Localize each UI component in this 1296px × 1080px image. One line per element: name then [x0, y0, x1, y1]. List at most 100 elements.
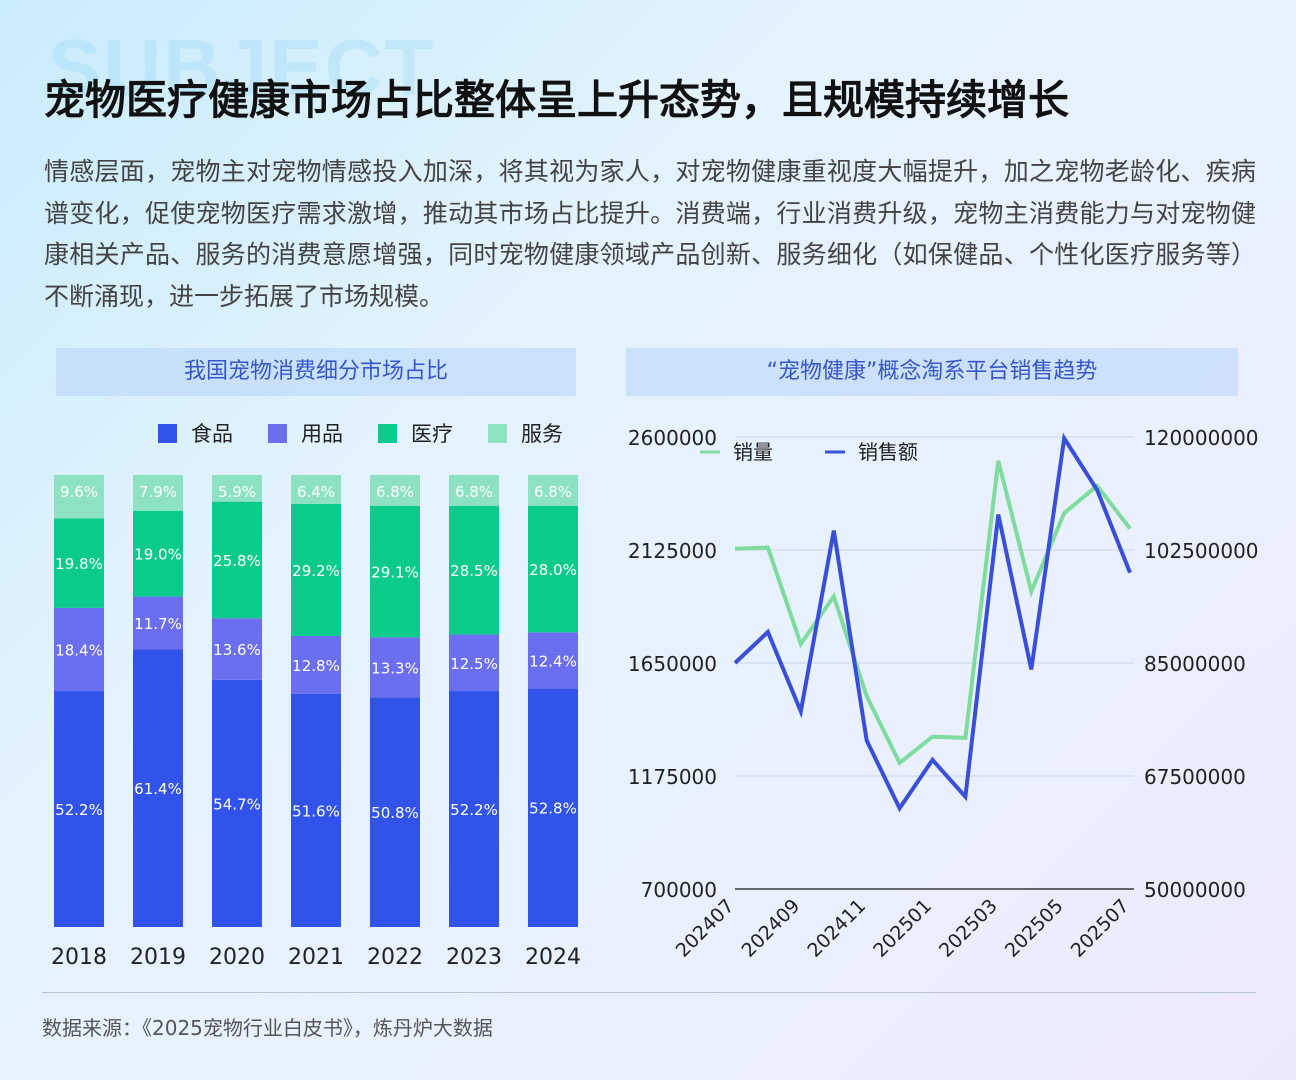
legend-label-medical: 医疗	[411, 422, 453, 446]
legend-item-supplies: 用品	[268, 420, 343, 448]
bar-segment-service-2022	[370, 475, 420, 506]
background-watermark: SUBJECT	[48, 23, 436, 112]
bar-label-service-2021: 6.4%	[297, 483, 335, 501]
bar-label-medical-2021: 29.2%	[292, 562, 340, 580]
legend-label-food: 食品	[191, 422, 233, 446]
bar-label-supplies-2024: 12.4%	[529, 652, 577, 670]
bar-segment-food-2024	[528, 688, 578, 927]
bar-label-service-2022: 6.8%	[376, 483, 414, 501]
legend-item-food: 食品	[158, 420, 233, 448]
bar-segment-food-2018	[54, 691, 104, 927]
bar-segment-supplies-2024	[528, 632, 578, 689]
bar-segment-supplies-2019	[133, 596, 183, 650]
page-title: 宠物医疗健康市场占比整体呈上升态势，且规模持续增长	[44, 76, 1069, 124]
bar-segment-medical-2020	[212, 501, 262, 619]
legend-label-sales-volume: 销量	[733, 440, 773, 464]
legend-swatch-supplies	[268, 424, 287, 443]
x-tick-label-2018: 2018	[51, 945, 107, 970]
bar-label-medical-2019: 19.0%	[134, 546, 182, 564]
y-left-tick-2600000: 2600000	[628, 426, 717, 450]
x-tick-label-2020: 2020	[209, 945, 265, 970]
y-left-tick-2125000: 2125000	[628, 539, 717, 563]
bar-label-food-2021: 51.6%	[292, 802, 340, 820]
legend-label-service: 服务	[521, 422, 563, 446]
x-tick-label-202505: 202505	[1001, 895, 1068, 962]
bar-segment-service-2023	[449, 475, 499, 506]
x-tick-label-202507: 202507	[1067, 895, 1134, 962]
legend-swatch-medical	[378, 424, 397, 443]
bar-segment-food-2020	[212, 679, 262, 927]
intro-paragraph: 情感层面，宠物主对宠物情感投入加深，将其视为家人，对宠物健康重视度大幅提升，加之…	[44, 157, 1256, 311]
stacked-bar-chart: 52.2% 18.4% 19.8% 9.6% 2018 61.4% 11.7% 19.0% 7.…	[51, 475, 581, 970]
y-right-tick-85000000: 85000000	[1144, 652, 1246, 676]
bar-label-food-2018: 52.2%	[55, 801, 103, 819]
bar-label-supplies-2022: 13.3%	[371, 659, 419, 677]
y-right-tick-120000000: 120000000	[1144, 426, 1259, 450]
bar-segment-food-2021	[291, 693, 341, 927]
x-tick-label-2023: 2023	[446, 945, 502, 970]
bar-segment-supplies-2022	[370, 637, 420, 698]
x-tick-label-202409: 202409	[738, 895, 805, 962]
x-tick-label-202501: 202501	[869, 895, 936, 962]
bar-label-service-2023: 6.8%	[455, 483, 493, 501]
series-line-sales-volume	[734, 460, 1132, 767]
legend-label-sales-amount: 销售额	[858, 440, 918, 464]
x-tick-label-2021: 2021	[288, 945, 344, 970]
bar-segment-service-2024	[528, 475, 578, 506]
bar-segment-food-2023	[449, 691, 499, 927]
y-left-tick-1175000: 1175000	[628, 765, 717, 789]
bar-label-food-2020: 54.7%	[213, 795, 261, 813]
y-left-tick-700000: 700000	[641, 878, 717, 902]
series-line-sales-amount	[733, 432, 1132, 813]
bar-segment-supplies-2020	[212, 618, 262, 680]
bar-segment-medical-2022	[370, 505, 420, 638]
bar-label-service-2024: 6.8%	[534, 483, 572, 501]
bar-label-service-2020: 5.9%	[218, 483, 256, 501]
bar-label-medical-2023: 28.5%	[450, 562, 498, 580]
x-tick-label-2024: 2024	[525, 945, 581, 970]
x-tick-label-2019: 2019	[130, 945, 186, 970]
bar-label-supplies-2019: 11.7%	[134, 615, 182, 633]
bar-label-supplies-2018: 18.4%	[55, 641, 103, 659]
bar-label-supplies-2023: 12.5%	[450, 655, 498, 673]
x-tick-label-202411: 202411	[803, 895, 870, 962]
bar-segment-service-2021	[291, 475, 341, 504]
bar-label-supplies-2021: 12.8%	[292, 657, 340, 675]
bar-segment-service-2018	[54, 475, 104, 519]
y-right-tick-102500000: 102500000	[1144, 539, 1259, 563]
bar-label-service-2018: 9.6%	[60, 483, 98, 501]
bar-segment-medical-2021	[291, 503, 341, 636]
legend-label-supplies: 用品	[301, 422, 343, 446]
bar-segment-supplies-2023	[449, 634, 499, 692]
x-tick-label-202503: 202503	[935, 895, 1002, 962]
bar-segment-medical-2023	[449, 505, 499, 635]
line-chart-title: “宠物健康”概念淘系平台销售趋势	[626, 348, 1238, 396]
bar-segment-food-2022	[370, 697, 420, 927]
bar-label-food-2023: 52.2%	[450, 801, 498, 819]
bar-label-medical-2022: 29.1%	[371, 564, 419, 582]
legend-item-medical: 医疗	[378, 420, 453, 448]
bar-segment-food-2019	[133, 649, 183, 927]
bar-segment-service-2019	[133, 475, 183, 511]
y-left-tick-1650000: 1650000	[628, 652, 717, 676]
y-right-tick-50000000: 50000000	[1144, 878, 1246, 902]
legend-swatch-service	[488, 424, 507, 443]
data-source-note: 数据来源：《2025宠物行业白皮书》，炼丹炉大数据	[42, 1016, 493, 1040]
dual-axis-line-chart: 700000 1175000 1650000 2125000 2600000 500000…	[628, 426, 1259, 962]
bar-label-medical-2024: 28.0%	[529, 561, 577, 579]
bar-segment-medical-2019	[133, 510, 183, 597]
bar-label-service-2019: 7.9%	[139, 483, 177, 501]
bar-label-food-2024: 52.8%	[529, 800, 577, 818]
bar-segment-service-2020	[212, 475, 262, 502]
bar-label-food-2022: 50.8%	[371, 804, 419, 822]
legend-item-service: 服务	[488, 420, 563, 448]
legend-swatch-food	[158, 424, 177, 443]
bar-label-medical-2020: 25.8%	[213, 552, 261, 570]
bar-segment-supplies-2018	[54, 607, 104, 692]
bar-label-supplies-2020: 13.6%	[213, 641, 261, 659]
x-tick-label-202407: 202407	[672, 895, 739, 962]
bar-segment-medical-2018	[54, 518, 104, 608]
bar-label-food-2019: 61.4%	[134, 780, 182, 798]
bar-chart-title: 我国宠物消费细分市场占比	[56, 348, 576, 396]
footer-divider	[42, 992, 1256, 993]
